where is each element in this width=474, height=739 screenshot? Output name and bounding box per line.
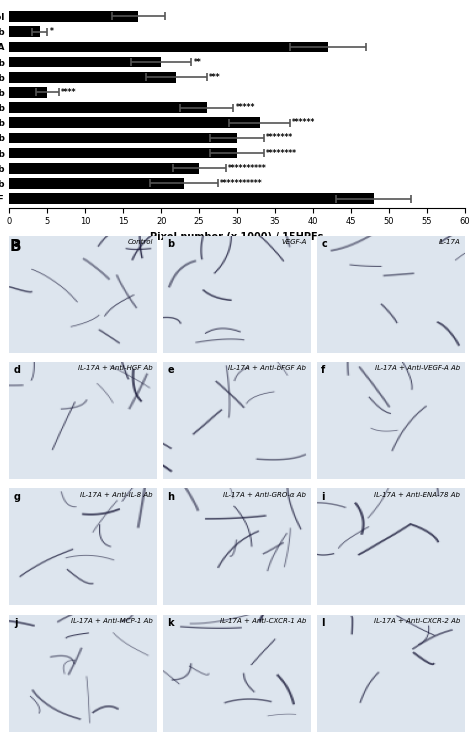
Text: g: g xyxy=(14,491,21,502)
Text: k: k xyxy=(168,618,174,628)
Text: *******: ******* xyxy=(266,134,293,143)
Text: IL-17A + Anti-IL-8 Ab: IL-17A + Anti-IL-8 Ab xyxy=(80,491,153,498)
Text: IL-17A + Anti-VEGF-A Ab: IL-17A + Anti-VEGF-A Ab xyxy=(375,365,460,372)
Text: **********: ********** xyxy=(228,164,267,173)
Text: f: f xyxy=(321,365,326,375)
Text: VEGF-A: VEGF-A xyxy=(281,239,306,245)
Bar xyxy=(9,72,176,83)
Text: **: ** xyxy=(194,58,201,67)
Text: IL-17A + Anti-MCP-1 Ab: IL-17A + Anti-MCP-1 Ab xyxy=(71,618,153,624)
Text: b: b xyxy=(168,239,175,249)
Text: ******: ****** xyxy=(292,118,316,127)
Text: a: a xyxy=(14,239,20,249)
Text: ****: **** xyxy=(61,88,77,97)
Bar xyxy=(9,132,237,143)
Text: l: l xyxy=(321,618,325,628)
Bar xyxy=(9,87,47,98)
Bar xyxy=(9,148,237,158)
Text: IL-17A + Anti-CXCR-2 Ab: IL-17A + Anti-CXCR-2 Ab xyxy=(374,618,460,624)
Bar xyxy=(9,57,161,67)
Bar xyxy=(9,163,199,174)
Bar xyxy=(9,41,328,52)
Bar xyxy=(9,11,138,22)
Text: IL-17A + Anti-ENA-78 Ab: IL-17A + Anti-ENA-78 Ab xyxy=(374,491,460,498)
Text: IL-17A + Anti-GRO-α Ab: IL-17A + Anti-GRO-α Ab xyxy=(223,491,306,498)
Text: h: h xyxy=(168,491,174,502)
Bar xyxy=(9,102,207,113)
Text: i: i xyxy=(321,491,325,502)
Bar xyxy=(9,194,374,204)
Text: ********: ******** xyxy=(266,149,297,157)
Text: IL-17A + Anti-bFGF Ab: IL-17A + Anti-bFGF Ab xyxy=(228,365,306,372)
Bar xyxy=(9,27,40,37)
Text: j: j xyxy=(14,618,18,628)
Bar xyxy=(9,178,184,188)
Text: *****: ***** xyxy=(236,103,255,112)
Text: IL-17A: IL-17A xyxy=(438,239,460,245)
Text: c: c xyxy=(321,239,327,249)
Text: e: e xyxy=(168,365,174,375)
Bar xyxy=(9,118,260,128)
Text: ***********: *********** xyxy=(220,179,263,188)
Text: *: * xyxy=(50,27,54,36)
X-axis label: Pixel number (x 1000) / 15HPFs: Pixel number (x 1000) / 15HPFs xyxy=(150,232,324,242)
Text: d: d xyxy=(14,365,21,375)
Text: IL-17A + Anti-CXCR-1 Ab: IL-17A + Anti-CXCR-1 Ab xyxy=(220,618,306,624)
Text: Control: Control xyxy=(128,239,153,245)
Text: B: B xyxy=(9,239,21,254)
Text: IL-17A + Anti-HGF Ab: IL-17A + Anti-HGF Ab xyxy=(78,365,153,372)
Text: ***: *** xyxy=(209,72,220,82)
